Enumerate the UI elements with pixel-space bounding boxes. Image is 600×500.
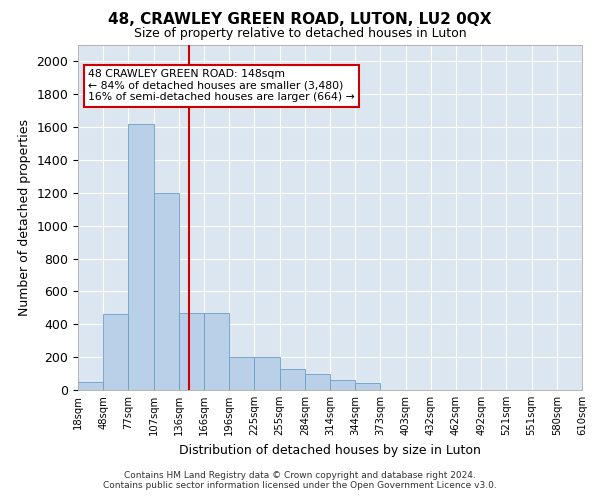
Text: Size of property relative to detached houses in Luton: Size of property relative to detached ho… (134, 28, 466, 40)
Bar (179, 313, 204, 390)
Text: Contains HM Land Registry data © Crown copyright and database right 2024.
Contai: Contains HM Land Registry data © Crown c… (103, 470, 497, 490)
Bar (229, 357, 254, 390)
Bar (355, 384, 380, 390)
Bar (330, 380, 355, 390)
Bar (154, 193, 179, 390)
X-axis label: Distribution of detached houses by size in Luton: Distribution of detached houses by size … (179, 444, 481, 456)
Bar (78, 382, 103, 390)
Bar (254, 357, 280, 390)
Bar (103, 314, 128, 390)
Bar (204, 313, 229, 390)
Text: 48 CRAWLEY GREEN ROAD: 148sqm
← 84% of detached houses are smaller (3,480)
16% o: 48 CRAWLEY GREEN ROAD: 148sqm ← 84% of d… (88, 69, 355, 102)
Text: 48, CRAWLEY GREEN ROAD, LUTON, LU2 0QX: 48, CRAWLEY GREEN ROAD, LUTON, LU2 0QX (108, 12, 492, 28)
Bar (128, 124, 154, 390)
Bar (305, 374, 330, 390)
Bar (280, 370, 305, 390)
Y-axis label: Number of detached properties: Number of detached properties (18, 119, 31, 316)
